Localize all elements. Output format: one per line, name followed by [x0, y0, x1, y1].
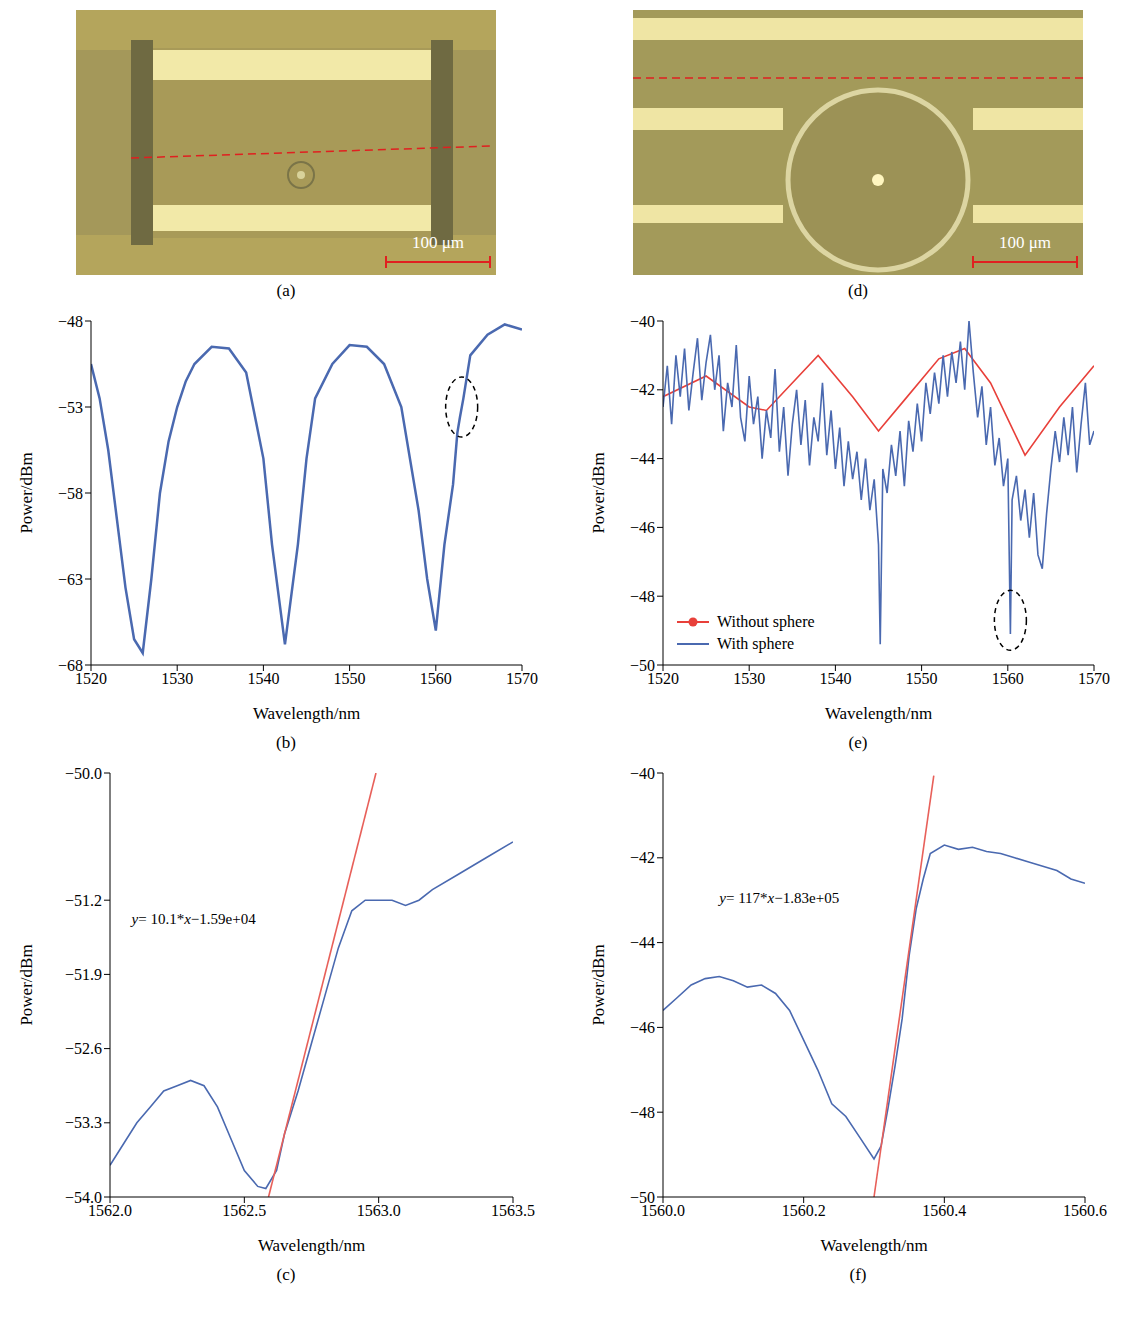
- svg-text:−44: −44: [630, 934, 655, 951]
- html-text:(c): (c): [276, 1265, 296, 1284]
- svg-text:Power/dBm: Power/dBm: [17, 944, 36, 1025]
- svg-text:1520: 1520: [647, 670, 679, 688]
- svg-text:Wavelength/nm: Wavelength/nm: [820, 1236, 927, 1255]
- svg-text:1530: 1530: [161, 670, 193, 687]
- svg-text:1550: 1550: [334, 670, 366, 687]
- svg-text:1563.5: 1563.5: [491, 1202, 535, 1219]
- html-text:(a): (a): [276, 281, 296, 300]
- svg-text:y= 10.1*x−1.59e+04: y= 10.1*x−1.59e+04: [129, 912, 256, 928]
- svg-text:−40: −40: [630, 313, 655, 330]
- svg-text:−40: −40: [630, 765, 655, 782]
- svg-text:Wavelength/nm: Wavelength/nm: [825, 704, 932, 723]
- html-text:(b): (b): [276, 733, 296, 752]
- svg-text:1560.0: 1560.0: [641, 1202, 685, 1220]
- svg-text:−44: −44: [630, 450, 655, 467]
- svg-text:−48: −48: [630, 588, 655, 605]
- svg-text:1560: 1560: [992, 670, 1024, 687]
- svg-text:1560.2: 1560.2: [782, 1202, 826, 1219]
- html-text:Without sphere: Without sphere: [717, 613, 815, 630]
- svg-text:1560.6: 1560.6: [1063, 1202, 1107, 1219]
- svg-text:−50.0: −50.0: [65, 765, 102, 782]
- svg-text:y= 117*x−1.83e+05: y= 117*x−1.83e+05: [717, 891, 839, 907]
- svg-text:−48: −48: [58, 313, 83, 330]
- svg-text:−58: −58: [58, 485, 83, 502]
- svg-text:−42: −42: [630, 849, 655, 866]
- svg-text:Wavelength/nm: Wavelength/nm: [253, 704, 360, 723]
- svg-text:−51.9: −51.9: [65, 966, 102, 983]
- svg-text:1530: 1530: [733, 670, 765, 687]
- svg-text:1562.0: 1562.0: [88, 1202, 132, 1220]
- svg-text:−46: −46: [630, 1019, 655, 1036]
- svg-text:−53.3: −53.3: [65, 1114, 102, 1131]
- html-text:With sphere: With sphere: [717, 635, 795, 652]
- svg-text:−53: −53: [58, 399, 83, 416]
- svg-text:1570: 1570: [1078, 670, 1110, 687]
- html-text:(f): (f): [849, 1265, 867, 1284]
- svg-text:−50: −50: [630, 1189, 655, 1206]
- svg-text:−68: −68: [58, 657, 83, 674]
- svg-text:100 μm: 100 μm: [999, 233, 1051, 252]
- svg-text:−48: −48: [630, 1104, 655, 1121]
- svg-text:−63: −63: [58, 571, 83, 588]
- svg-text:1562.5: 1562.5: [222, 1202, 266, 1219]
- svg-text:−52.6: −52.6: [65, 1040, 102, 1057]
- svg-text:Wavelength/nm: Wavelength/nm: [258, 1236, 365, 1255]
- html-text:(d): (d): [848, 281, 868, 300]
- svg-text:100 μm: 100 μm: [412, 233, 464, 252]
- svg-text:−46: −46: [630, 519, 655, 536]
- svg-text:1520: 1520: [75, 670, 107, 688]
- svg-text:−50: −50: [630, 657, 655, 674]
- svg-text:1570: 1570: [506, 670, 538, 687]
- svg-text:−42: −42: [630, 381, 655, 398]
- svg-text:1560.4: 1560.4: [922, 1202, 966, 1219]
- svg-text:1563.0: 1563.0: [357, 1202, 401, 1219]
- html-text:(e): (e): [848, 733, 868, 752]
- svg-text:−51.2: −51.2: [65, 892, 102, 909]
- svg-text:Power/dBm: Power/dBm: [589, 944, 608, 1025]
- svg-text:1550: 1550: [906, 670, 938, 687]
- svg-text:1540: 1540: [819, 670, 851, 687]
- svg-text:1540: 1540: [247, 670, 279, 687]
- svg-text:Power/dBm: Power/dBm: [17, 452, 36, 533]
- svg-text:1560: 1560: [420, 670, 452, 687]
- svg-text:Power/dBm: Power/dBm: [589, 452, 608, 533]
- svg-text:−54.0: −54.0: [65, 1189, 102, 1206]
